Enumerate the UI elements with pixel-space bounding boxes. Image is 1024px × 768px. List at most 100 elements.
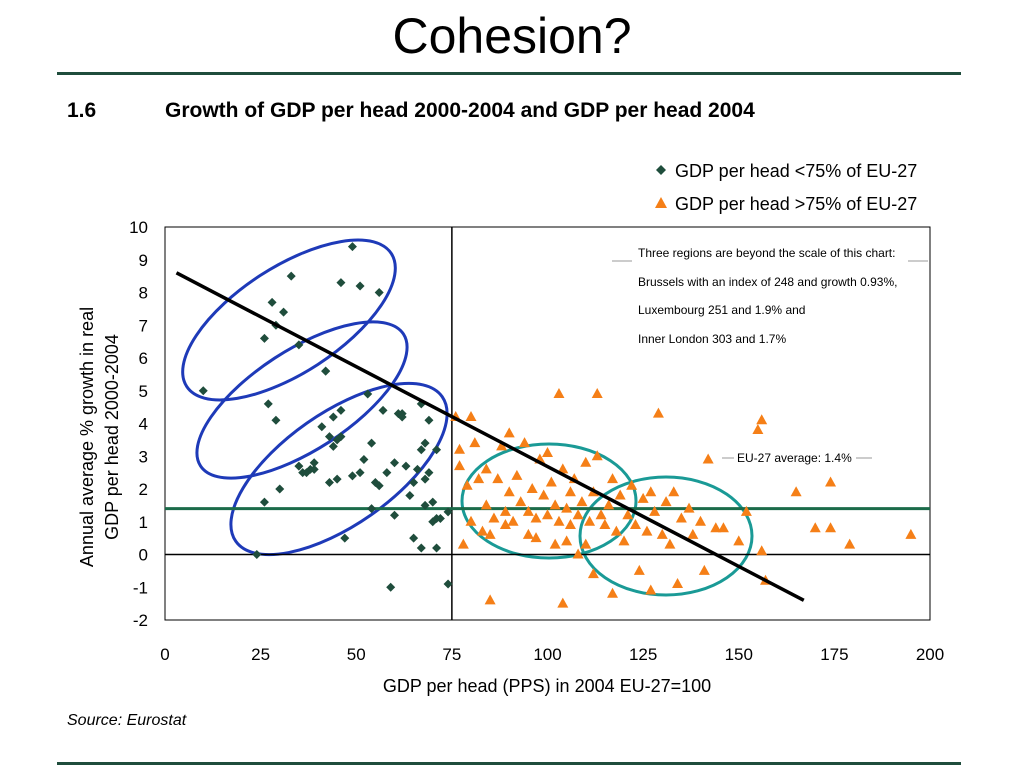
title-rule xyxy=(57,72,961,75)
annotation-background xyxy=(612,239,925,351)
data-point-high xyxy=(457,538,469,549)
data-point-high xyxy=(542,509,553,520)
data-point-high xyxy=(503,486,515,497)
data-point-low xyxy=(347,242,357,252)
y-tick-label: 4 xyxy=(139,415,148,434)
annotation-line: Brussels with an index of 248 and growth… xyxy=(638,275,898,289)
data-point-high xyxy=(652,407,664,418)
legend-label-low: GDP per head <75% of EU-27 xyxy=(675,161,917,181)
data-point-high xyxy=(591,388,603,399)
data-point-high xyxy=(454,460,466,471)
data-point-high xyxy=(710,522,722,533)
x-tick-label: 25 xyxy=(251,645,270,664)
data-point-high xyxy=(522,505,534,516)
data-point-low xyxy=(321,366,331,376)
annotation-line: Luxembourg 251 and 1.9% and xyxy=(638,303,805,317)
data-point-high xyxy=(465,515,477,526)
figure-title: Growth of GDP per head 2000-2004 and GDP… xyxy=(165,99,755,122)
data-point-high xyxy=(549,499,561,510)
data-point-low xyxy=(424,415,434,425)
data-point-low xyxy=(324,432,334,442)
data-point-high xyxy=(672,577,684,588)
data-point-low xyxy=(409,533,419,543)
data-point-high xyxy=(530,512,542,523)
data-point-high xyxy=(461,479,473,490)
data-point-high xyxy=(553,515,565,526)
data-point-low xyxy=(374,481,384,491)
data-point-high xyxy=(733,535,745,546)
data-point-high xyxy=(561,502,573,513)
data-point-low xyxy=(416,543,426,553)
data-point-high xyxy=(454,443,466,454)
data-point-high xyxy=(564,519,576,530)
data-point-high xyxy=(496,440,508,451)
teal-ellipse-left xyxy=(460,442,638,560)
data-point-low xyxy=(443,507,453,517)
data-point-low xyxy=(317,422,327,432)
data-point-high xyxy=(702,453,714,464)
data-point-high xyxy=(526,483,538,493)
data-point-low xyxy=(336,405,346,415)
data-point-low xyxy=(428,497,438,507)
data-point-high xyxy=(542,446,553,457)
data-point-high xyxy=(488,512,500,523)
data-point-low xyxy=(420,474,430,484)
data-point-high xyxy=(599,519,611,530)
x-tick-label: 175 xyxy=(820,645,848,664)
data-point-low xyxy=(416,445,426,455)
y-tick-label: 3 xyxy=(139,447,148,466)
data-point-high xyxy=(522,528,534,539)
data-point-high xyxy=(473,473,485,484)
data-point-low xyxy=(252,550,262,559)
blue-ellipse-bottom xyxy=(229,381,449,557)
data-point-high xyxy=(637,492,649,503)
y-tick-label: 5 xyxy=(139,382,148,401)
data-point-low xyxy=(324,477,334,487)
y-axis-label-line-1: Annual average % growth in real xyxy=(77,307,97,567)
data-point-high xyxy=(484,528,496,539)
data-point-high xyxy=(530,532,542,543)
data-point-low xyxy=(420,438,430,448)
footer-rule xyxy=(57,762,961,765)
data-point-low xyxy=(259,333,269,343)
data-point-high xyxy=(649,505,661,516)
trend-line xyxy=(175,271,805,602)
data-point-high xyxy=(844,538,856,549)
y-tick-label: 7 xyxy=(139,316,148,335)
data-point-high xyxy=(580,456,592,467)
y-tick-label: 0 xyxy=(139,546,148,565)
data-point-low xyxy=(397,412,407,422)
data-point-low xyxy=(286,271,296,281)
data-point-high xyxy=(572,548,584,559)
data-point-low xyxy=(347,471,357,481)
data-point-high xyxy=(695,515,706,526)
data-point-high xyxy=(622,509,634,520)
y-tick-label: 8 xyxy=(139,284,148,303)
data-point-high xyxy=(660,496,672,507)
y-tick-label: 10 xyxy=(129,218,148,237)
data-point-high xyxy=(553,388,565,399)
data-point-low xyxy=(378,405,388,415)
average-label: EU-27 average: 1.4% xyxy=(737,451,852,465)
data-point-high xyxy=(645,584,657,595)
data-point-low xyxy=(355,281,365,291)
data-point-low xyxy=(401,461,411,471)
data-point-high xyxy=(584,515,596,526)
data-point-high xyxy=(499,519,511,530)
data-point-high xyxy=(825,476,837,487)
data-point-low xyxy=(363,389,373,399)
data-point-low xyxy=(309,458,319,468)
y-tick-label: -1 xyxy=(133,578,148,597)
data-point-high xyxy=(607,473,619,484)
data-point-high xyxy=(507,515,519,526)
data-point-high xyxy=(561,535,573,546)
data-point-high xyxy=(519,437,531,448)
data-point-high xyxy=(572,509,584,520)
data-point-high xyxy=(610,525,622,536)
data-point-low xyxy=(267,297,277,307)
data-point-low xyxy=(432,445,442,455)
data-point-low xyxy=(367,438,377,448)
data-point-high xyxy=(499,505,511,516)
x-axis-label: GDP per head (PPS) in 2004 EU-27=100 xyxy=(383,676,711,696)
